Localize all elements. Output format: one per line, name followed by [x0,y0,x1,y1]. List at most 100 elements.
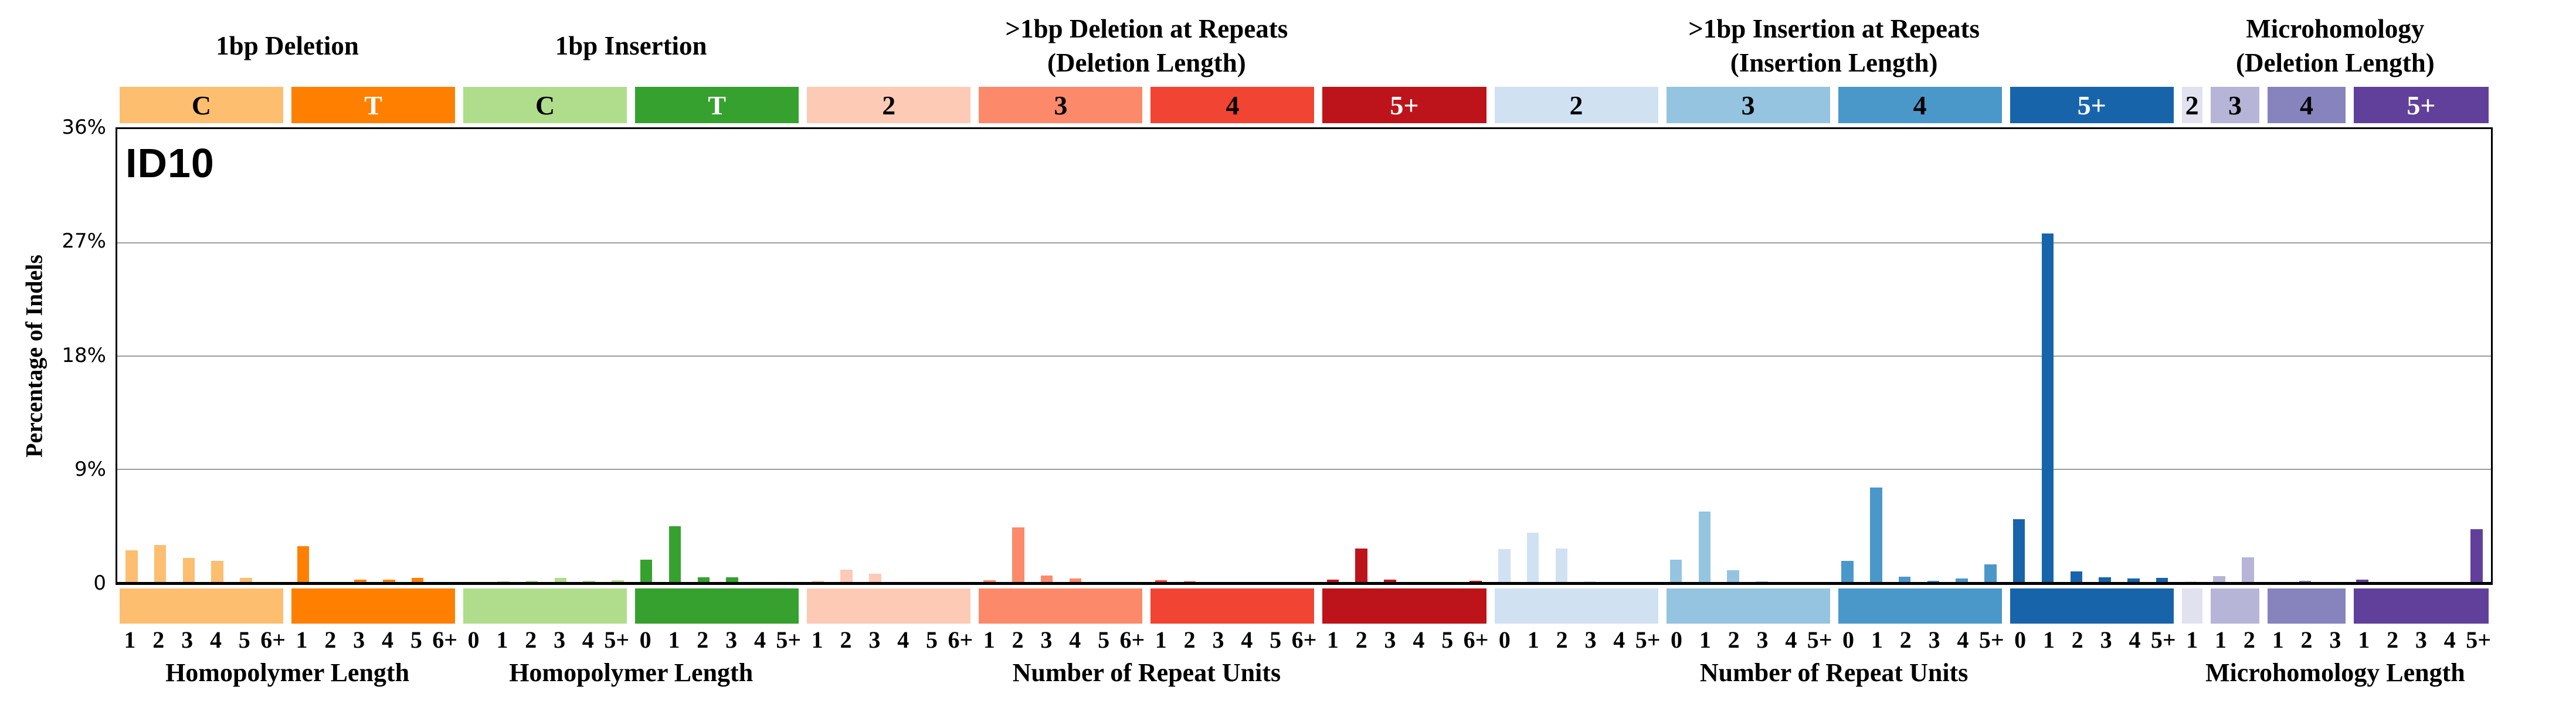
section-color-box [1494,588,1658,624]
bin-tick-label: 1 [1699,627,1711,653]
section-label-box: 5+ [2010,87,2174,123]
bar-slot [1004,129,1033,582]
section-span [1834,588,2006,624]
bar [154,544,167,582]
bin-tick-label: 4 [209,627,222,653]
tick-section: 0 1 2 3 4 5+ [2006,625,2178,655]
section-label-box: 4 [2268,87,2346,123]
section-span: C [116,87,287,123]
bar [1669,559,1682,582]
bar [240,577,252,582]
bar-section [2348,129,2491,582]
bar [182,558,195,582]
bin-tick-label: 3 [1040,627,1053,653]
bar-slot [2034,129,2062,582]
bar-slot [1404,129,1433,582]
bar-section [632,129,804,582]
bin-tick-label: 2 [2387,627,2399,653]
bar-slot [689,129,718,582]
bin-tick-label: 5 [238,627,250,653]
section-color-box [120,588,284,624]
bin-tick-label: 1 [296,627,308,653]
bin-tick-label: 3 [868,627,881,653]
group-header-line: >1bp Insertion at Repeats [1688,14,1980,43]
bin-tick-label: 2 [1727,627,1740,653]
bar [726,577,738,582]
bin-tick-label: 2 [324,627,337,653]
bar [2356,579,2368,582]
y-tick-label: 9% [74,457,106,481]
bar-slot [232,129,260,582]
bar-section [1318,129,1490,582]
section-label-box: 4 [1150,87,1315,123]
bin-tick-label: 2 [1556,627,1568,653]
gridline-9pct [117,469,2491,470]
bin-tick-label: 3 [1584,627,1597,653]
bin-tick-label: 1 [1871,627,1883,653]
bar-slot [1204,129,1233,582]
bar [2242,557,2254,582]
section-span: 5+ [2006,87,2178,123]
bin-tick-label: 2 [840,627,852,653]
bar-slot [2348,129,2377,582]
bar-slot [289,129,318,582]
bar [497,581,510,582]
bin-tick-label: 2 [1012,627,1024,653]
bar-slot [2262,129,2291,582]
section-span: 4 [2263,87,2350,123]
bin-tick-label: 5+ [604,627,630,653]
bin-tick-label: 1 [2186,627,2198,653]
bin-tick-label: 3 [2415,627,2427,653]
tick-section: 1 2 3 4 5 6+ [287,625,459,655]
bar [354,580,366,582]
bar [1526,533,1539,582]
bar-slot [317,129,346,582]
section-span [803,588,975,624]
bar-slot [1061,129,1090,582]
bar [583,581,595,582]
bar-slot [632,129,661,582]
section-label-box: 4 [1838,87,2002,123]
bar [2213,576,2225,582]
bar-slot [890,129,918,582]
bar-slot [146,129,175,582]
bin-tick-label: 0 [1498,627,1511,653]
bar-slot [1347,129,1376,582]
bar [1841,561,1854,582]
section-color-box [2210,588,2260,624]
bar [525,580,538,582]
bar-slot [775,129,804,582]
group-header: >1bp Deletion at Repeats (Deletion Length… [803,8,1490,83]
bar-slot [1919,129,1948,582]
section-label-box: 3 [2210,87,2260,123]
bar-section [460,129,632,582]
bar-slot [2005,129,2034,582]
bin-tick-label: 3 [2100,627,2112,653]
bin-tick-label: 4 [2443,627,2456,653]
bin-tick-label: 6+ [260,627,286,653]
tick-section: 0 1 2 3 4 5+ [1834,625,2006,655]
bin-tick-label: 2 [525,627,537,653]
section-span: 2 [1491,87,1662,123]
x-axis-group-labels: Homopolymer Length Homopolymer Length Numb… [116,656,2493,689]
tick-section: 0 1 2 3 4 5+ [459,625,631,655]
bin-tick-label: 5+ [1978,627,2004,653]
section-span [1318,588,1490,624]
bar-slot [518,129,547,582]
bar-section [1662,129,1834,582]
bar-slot [460,129,489,582]
bar-slot [346,129,375,582]
bar [2156,578,2168,582]
bar-slot [1804,129,1833,582]
section-label-box: 5+ [2353,87,2489,123]
section-label-boxes-top: C T C T 2 3 4 5+ 2 3 4 5+ 2 3 4 5+ [116,87,2493,123]
bar-slot [1519,129,1547,582]
section-color-box [2010,588,2174,624]
section-span: 2 [2178,87,2207,123]
bar-slot [260,129,289,582]
bar-slot [804,129,833,582]
bar [383,579,395,582]
